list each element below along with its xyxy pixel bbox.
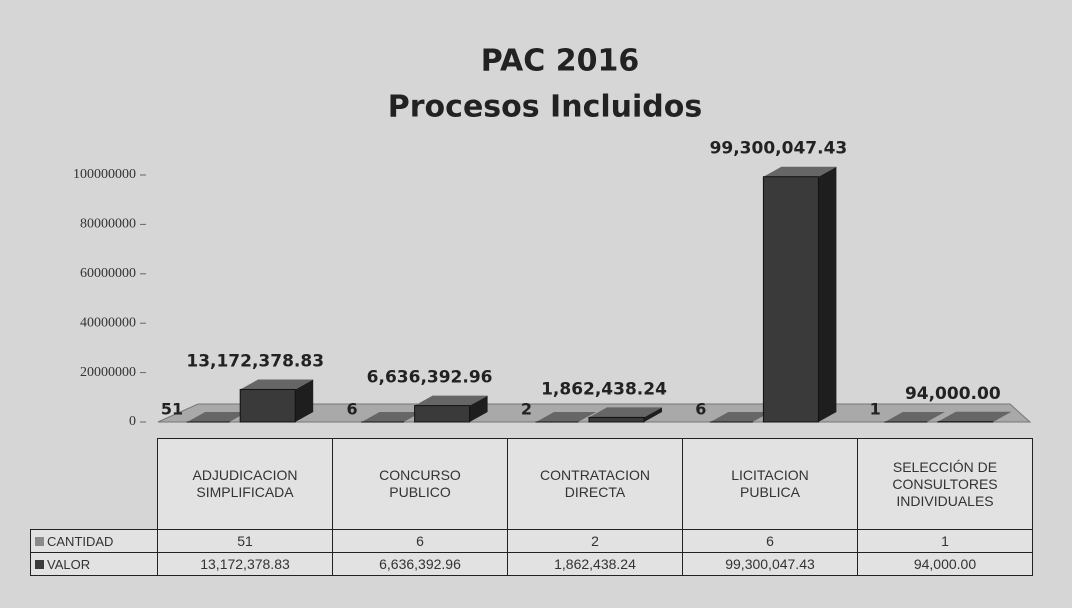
- category-cell: LICITACION PUBLICA: [682, 438, 858, 530]
- y-tick-label: 0: [129, 414, 136, 429]
- data-label: 6: [695, 400, 706, 419]
- data-label: 94,000.00: [905, 384, 1001, 404]
- data-label: 13,172,378.83: [186, 351, 324, 371]
- data-table: ADJUDICACION SIMPLIFICADA CONCURSO PUBLIC…: [30, 438, 1033, 576]
- category-cell: CONTRATACION DIRECTA: [507, 438, 683, 530]
- data-label: 2: [521, 400, 532, 419]
- y-tick-label: 40000000: [80, 315, 136, 330]
- bar-top: [240, 379, 314, 390]
- table-value: 6: [682, 529, 858, 553]
- category-cell: SELECCIÓN DE CONSULTORES INDIVIDUALES: [857, 438, 1033, 530]
- bar-top: [536, 412, 596, 422]
- bar-top: [361, 412, 422, 422]
- legend-label: VALOR: [47, 556, 91, 572]
- table-value: 99,300,047.43: [682, 552, 858, 576]
- bar-top: [589, 407, 662, 418]
- bar-top: [710, 412, 771, 422]
- legend-swatch: [35, 536, 44, 546]
- legend-swatch: [35, 559, 44, 569]
- legend-cell: CANTIDAD: [30, 529, 158, 553]
- chart-subtitle: Procesos Incluidos: [388, 90, 702, 125]
- bar: [588, 416, 645, 423]
- y-tick-label: 80000000: [80, 217, 136, 232]
- category-label: CONCURSO PUBLICO: [379, 467, 461, 500]
- bar-top: [884, 412, 945, 422]
- data-label: 6,636,392.96: [367, 368, 493, 388]
- bar-top: [187, 411, 248, 422]
- table-value: 6: [332, 529, 508, 553]
- bar-side: [469, 395, 488, 422]
- blank-cell: [30, 438, 158, 530]
- legend-label: CANTIDAD: [47, 533, 114, 549]
- table-value: 13,172,378.83: [157, 552, 333, 576]
- y-tick-label: 100000000: [73, 167, 136, 182]
- bar: [762, 176, 819, 423]
- bar-top: [414, 395, 488, 406]
- chart-title: PAC 2016: [481, 44, 639, 79]
- data-label: 6: [346, 400, 357, 419]
- category-label: SELECCIÓN DE CONSULTORES INDIVIDUALES: [892, 458, 998, 509]
- bar-top: [763, 166, 837, 177]
- bar-side: [644, 407, 662, 422]
- data-label: 1,862,438.24: [541, 379, 667, 399]
- bar-top: [937, 411, 1011, 422]
- category-cell: CONCURSO PUBLICO: [332, 438, 508, 530]
- table-row: VALOR 13,172,378.83 6,636,392.96 1,862,438.…: [30, 552, 1033, 576]
- bar-side: [295, 379, 314, 422]
- table-value: 1: [857, 529, 1033, 553]
- bar-side: [818, 166, 837, 422]
- table-value: 2: [507, 529, 683, 553]
- category-label: CONTRATACION DIRECTA: [540, 467, 650, 500]
- y-tick-label: 20000000: [80, 365, 136, 380]
- category-label: ADJUDICACION SIMPLIFICADA: [192, 467, 298, 500]
- category-cell: ADJUDICACION SIMPLIFICADA: [157, 438, 333, 530]
- data-label: 51: [161, 400, 183, 419]
- data-label: 1: [870, 400, 881, 419]
- bar: [414, 405, 471, 423]
- legend-cell: VALOR: [30, 552, 158, 576]
- table-value: 6,636,392.96: [332, 552, 508, 576]
- table-value: 51: [157, 529, 333, 553]
- table-value: 1,862,438.24: [507, 552, 683, 576]
- y-tick-label: 60000000: [80, 266, 136, 281]
- category-label: LICITACION PUBLICA: [731, 467, 809, 500]
- bar: [239, 388, 296, 423]
- table-row: CANTIDAD 51 6 2 6 1: [30, 529, 1033, 553]
- data-label: 99,300,047.43: [710, 139, 848, 159]
- bar-side: [992, 411, 1011, 422]
- table-value: 94,000.00: [857, 552, 1033, 576]
